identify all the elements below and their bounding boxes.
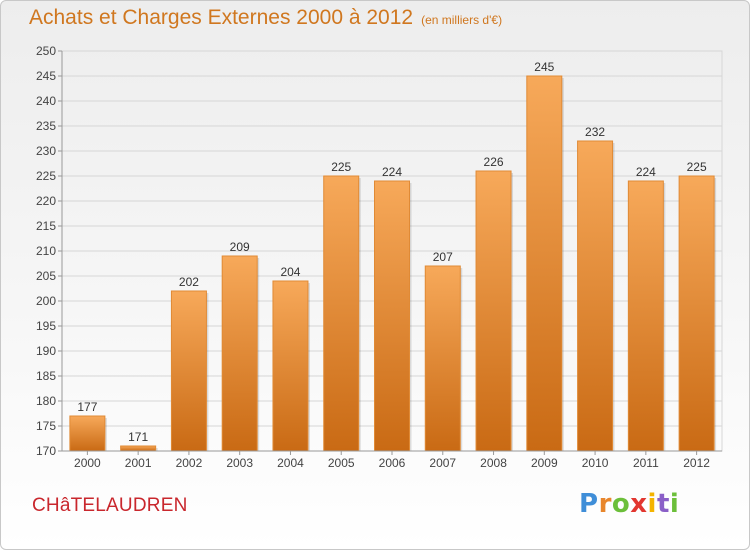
bar-2010 <box>577 140 614 452</box>
y-tick-label: 180 <box>36 394 56 408</box>
value-label-2003: 209 <box>230 240 250 254</box>
x-tick-label-2012: 2012 <box>683 456 710 470</box>
city-name: CHâTELAUDREN <box>32 495 188 516</box>
bar-2006 <box>374 180 410 452</box>
chart-unit: (en milliers d'€) <box>421 13 503 27</box>
y-tick-label: 220 <box>36 194 56 208</box>
bar-2008 <box>475 170 512 452</box>
value-label-2008: 226 <box>484 155 504 169</box>
y-tick-label: 225 <box>36 169 56 183</box>
x-tick-label-2003: 2003 <box>226 456 253 470</box>
y-tick-label: 200 <box>36 294 56 308</box>
value-label-2000: 177 <box>77 400 97 414</box>
x-tick-label-2007: 2007 <box>429 456 456 470</box>
bars <box>69 75 717 452</box>
y-tick-label: 230 <box>36 144 56 158</box>
y-tick-label: 240 <box>36 94 56 108</box>
value-label-2004: 204 <box>280 265 300 279</box>
value-label-2012: 225 <box>687 160 707 174</box>
y-tick-label: 215 <box>36 219 56 233</box>
x-tick-label-2009: 2009 <box>531 456 558 470</box>
y-tick-label: 170 <box>36 444 56 458</box>
bar-2005 <box>323 175 360 452</box>
x-tick-label-2005: 2005 <box>328 456 355 470</box>
chart-title: Achats et Charges Externes 2000 à 2012 (e… <box>29 6 502 30</box>
x-tick-label-2000: 2000 <box>74 456 101 470</box>
value-labels: 177 171 202 209 204 225 224 207 226 245 232 224 225 <box>77 60 707 444</box>
y-tick-label: 185 <box>36 369 56 383</box>
y-tick-label: 205 <box>36 269 56 283</box>
y-tick-label: 195 <box>36 319 56 333</box>
value-label-2009: 245 <box>534 60 554 74</box>
y-tick-label: 175 <box>36 419 56 433</box>
x-tick-label-2004: 2004 <box>277 456 304 470</box>
x-tick-label-2002: 2002 <box>176 456 203 470</box>
x-tick-label-2011: 2011 <box>633 456 659 470</box>
bar-2012 <box>678 175 715 452</box>
bar-2004 <box>272 280 309 452</box>
bar-2007 <box>424 265 461 452</box>
y-tick-label: 245 <box>36 69 56 83</box>
value-label-2002: 202 <box>179 275 199 289</box>
bar-2000 <box>69 415 106 452</box>
y-axis: 170 175 180 185 190 195 200 205 210 215 220 225 230 2… <box>36 44 63 458</box>
bar-2003 <box>221 255 258 452</box>
chart-title-text: Achats et Charges Externes 2000 à 2012 <box>29 6 414 29</box>
value-label-2006: 224 <box>382 165 402 179</box>
value-label-2007: 207 <box>433 250 453 264</box>
x-tick-label-2010: 2010 <box>582 456 609 470</box>
value-label-2001: 171 <box>128 430 148 444</box>
x-axis: 2000 2001 2002 2003 2004 2005 2006 2007 2008 2009… <box>62 450 722 470</box>
bar-2001 <box>120 445 157 452</box>
y-tick-label: 190 <box>36 344 56 358</box>
x-tick-label-2006: 2006 <box>379 456 406 470</box>
bar-2011 <box>627 180 664 452</box>
y-tick-label: 210 <box>36 244 56 258</box>
value-label-2011: 224 <box>636 165 656 179</box>
value-label-2005: 225 <box>331 160 351 174</box>
x-tick-label-2008: 2008 <box>480 456 507 470</box>
y-tick-label: 250 <box>36 44 56 58</box>
bar-2002 <box>170 290 207 452</box>
x-tick-label-2001: 2001 <box>125 456 152 470</box>
y-tick-label: 235 <box>36 119 56 133</box>
value-label-2010: 232 <box>585 125 605 139</box>
proxiti-logo[interactable]: Proxiti <box>579 489 680 519</box>
bar-2009 <box>526 75 563 452</box>
